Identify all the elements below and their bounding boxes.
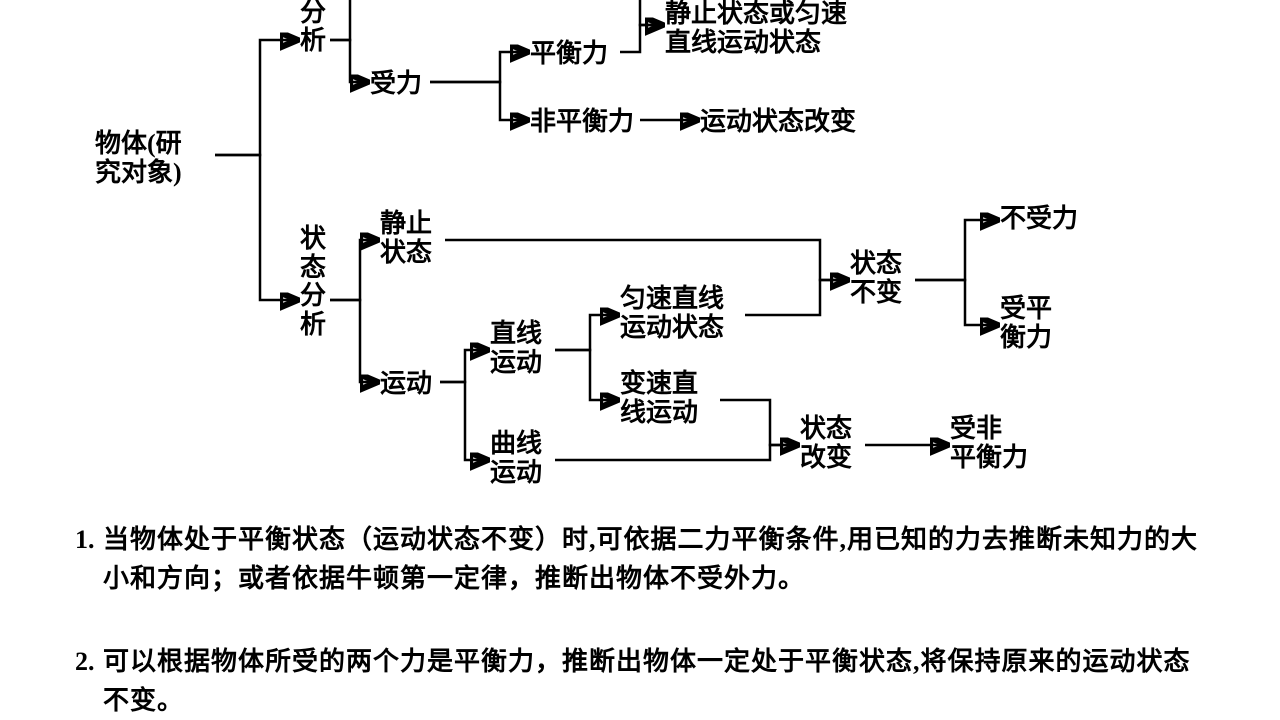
node-root: 物体(研 究对象) [95, 130, 182, 187]
node-motion: 运动 [380, 370, 432, 399]
note-1-num: 1. [75, 520, 95, 559]
node-unbalanced: 非平衡力 [530, 108, 634, 137]
node-var-linear: 变速直 线运动 [620, 370, 698, 427]
node-state-unchanged: 状态 不变 [850, 250, 902, 307]
node-static-state: 静止 状态 [380, 210, 432, 267]
node-linear-motion: 直线 运动 [490, 320, 542, 377]
node-curve-motion: 曲线 运动 [490, 430, 542, 487]
node-state-change: 运动状态改变 [700, 108, 856, 137]
note-2-text: 可以根据物体所受的两个力是平衡力，推断出物体一定处于平衡状态,将保持原来的运动状… [103, 642, 1205, 720]
node-no-force-r: 不受力 [1000, 205, 1078, 234]
note-2-num: 2. [75, 642, 95, 681]
node-unbalanced-r: 受非 平衡力 [950, 415, 1028, 472]
note-1: 1. 当物体处于平衡状态（运动状态不变）时,可依据二力平衡条件,用已知的力去推断… [75, 520, 1205, 598]
note-2: 2. 可以根据物体所受的两个力是平衡力，推断出物体一定处于平衡状态,将保持原来的… [75, 642, 1205, 720]
node-state-changed: 状态 改变 [800, 415, 852, 472]
node-static-or-uniform: 静止状态或匀速 直线运动状态 [665, 0, 847, 57]
node-balanced: 平衡力 [530, 40, 608, 69]
diagram-connectors [0, 0, 1280, 720]
node-force-analysis: 力 分 析 [300, 0, 326, 56]
node-force-rec: 受力 [370, 70, 422, 99]
node-uniform-linear: 匀速直线 运动状态 [620, 285, 724, 342]
node-state-analysis: 状 态 分 析 [300, 225, 326, 339]
node-balanced-r: 受平 衡力 [1000, 295, 1052, 352]
note-1-text: 当物体处于平衡状态（运动状态不变）时,可依据二力平衡条件,用已知的力去推断未知力… [103, 520, 1205, 598]
